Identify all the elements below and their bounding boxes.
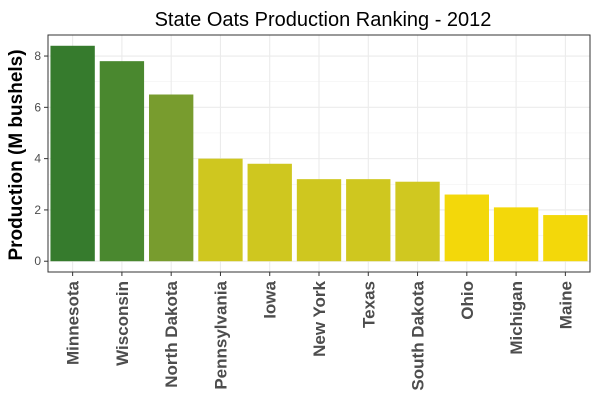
x-tick-label: Ohio (458, 281, 477, 320)
bar-wisconsin (99, 61, 145, 262)
y-tick-label: 6 (34, 100, 41, 114)
y-tick-label: 0 (34, 254, 41, 268)
x-tick-label: South Dakota (409, 280, 428, 390)
bar-minnesota (50, 45, 95, 262)
y-axis-label: Production (M bushels) (6, 49, 27, 260)
y-tick-label: 4 (34, 152, 41, 166)
x-tick-label: North Dakota (162, 280, 181, 387)
bar-texas (346, 179, 391, 262)
y-tick-label: 8 (34, 49, 41, 63)
bar-north-dakota (149, 94, 194, 262)
bar-ohio (444, 194, 489, 262)
x-tick-label: Iowa (261, 280, 280, 318)
bar-iowa (247, 163, 292, 262)
y-tick-label: 2 (34, 203, 41, 217)
x-axis-ticks: Minnesota Wisconsin North Dakota Pennsylvan… (64, 272, 575, 391)
x-tick-label: Wisconsin (113, 281, 132, 366)
x-tick-label: Maine (556, 281, 575, 329)
x-tick-label: Michigan (507, 281, 526, 355)
y-axis-ticks: 0 2 4 6 8 (34, 49, 48, 268)
bar-pennsylvania (198, 158, 243, 262)
x-tick-label: Pennsylvania (211, 280, 230, 389)
bar-new-york (296, 179, 342, 262)
bar-michigan (493, 207, 539, 262)
bar-south-dakota (395, 181, 440, 262)
chart-title: State Oats Production Ranking - 2012 (155, 9, 492, 31)
bars (50, 45, 588, 262)
x-tick-label: Texas (359, 281, 378, 328)
bar-maine (543, 215, 588, 262)
x-tick-label: Minnesota (64, 280, 83, 365)
x-tick-label: New York (310, 280, 329, 356)
